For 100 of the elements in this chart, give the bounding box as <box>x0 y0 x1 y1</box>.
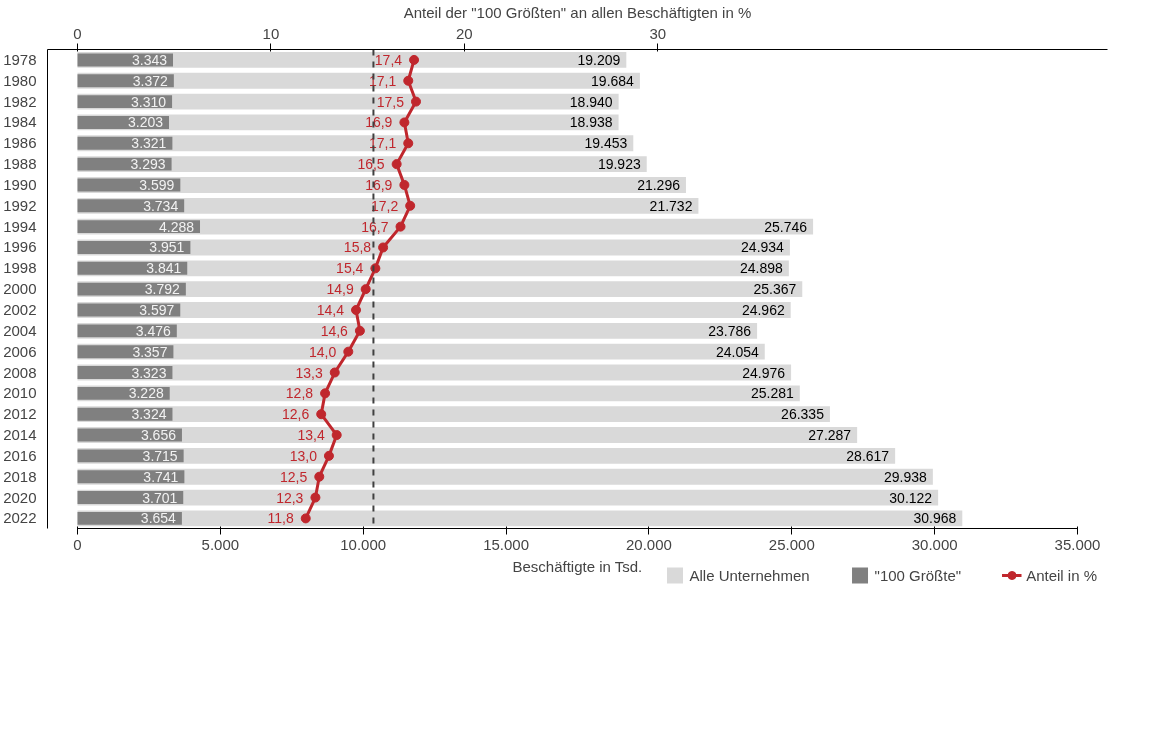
x-tick-label: 10.000 <box>340 535 387 553</box>
bar <box>77 406 830 423</box>
data-label: 30.122 <box>889 489 933 506</box>
data-label: 18.940 <box>569 93 613 110</box>
data-label: 13,0 <box>289 447 318 464</box>
data-label: 19.209 <box>577 51 621 68</box>
data-label: 12,5 <box>280 468 308 485</box>
data-label: 3.951 <box>149 239 185 256</box>
data-label: 17,5 <box>376 93 405 110</box>
data-label: 3.599 <box>139 176 175 193</box>
point <box>300 513 311 524</box>
point <box>320 388 331 399</box>
data-label: 13,4 <box>297 427 325 444</box>
y-tick-label: 2022 <box>3 509 37 527</box>
point <box>410 96 421 107</box>
data-label: 3.792 <box>144 281 181 298</box>
point <box>310 492 321 503</box>
y-tick-label: 1978 <box>3 50 37 68</box>
data-label: 3.656 <box>140 427 177 444</box>
data-label: 17,2 <box>370 197 399 214</box>
data-label: 13,3 <box>295 364 323 381</box>
data-label: 3.343 <box>131 51 168 68</box>
y-tick-label: 2010 <box>3 384 37 402</box>
y-tick-label: 1996 <box>3 238 37 256</box>
data-label: 19.453 <box>584 135 628 152</box>
point <box>395 221 406 232</box>
point <box>399 179 410 190</box>
data-label: 24.934 <box>741 239 785 256</box>
data-label: 3.323 <box>131 364 167 381</box>
data-label: 11,8 <box>267 510 294 527</box>
data-label: 28.617 <box>846 447 890 464</box>
y-tick-label: 1980 <box>3 71 37 89</box>
point <box>405 200 416 211</box>
point <box>360 284 371 295</box>
data-label: 21.296 <box>637 176 681 193</box>
data-label: 3.476 <box>135 322 172 339</box>
data-label: 27.287 <box>808 427 852 444</box>
point <box>329 367 340 378</box>
data-label: 17,4 <box>374 51 403 68</box>
data-label: 3.310 <box>131 93 167 110</box>
data-label: 15,8 <box>343 239 372 256</box>
y-tick-label: 2002 <box>3 301 37 318</box>
data-label: 12,8 <box>285 385 314 402</box>
data-label: 24.976 <box>742 364 786 381</box>
data-label: 18.938 <box>569 114 613 131</box>
data-label: 25.281 <box>750 385 795 402</box>
data-label: 16,7 <box>361 218 389 235</box>
data-label: 3.293 <box>130 156 166 173</box>
data-label: 3.701 <box>142 489 178 506</box>
data-label: 3.734 <box>143 197 179 214</box>
x2-tick-label: 10 <box>262 24 280 42</box>
y-tick-label: 2008 <box>3 363 37 381</box>
x-tick-label: 15.000 <box>483 535 530 553</box>
data-label: 3.203 <box>127 114 164 131</box>
data-label: 16,9 <box>365 114 393 131</box>
y-tick-label: 1982 <box>3 92 37 110</box>
data-label: 24.962 <box>741 302 785 318</box>
point <box>403 75 414 86</box>
x2-tick-label: 0 <box>73 24 82 42</box>
point <box>351 305 362 315</box>
y-tick-label: 2000 <box>3 280 37 298</box>
data-label: 14,0 <box>309 343 337 360</box>
legend-label: "100 Größte" <box>874 566 962 584</box>
y-tick-label: 2006 <box>3 342 37 360</box>
legend-label: Alle Unternehmen <box>689 566 810 584</box>
x-tick-label: 5.000 <box>201 535 240 553</box>
data-label: 12,6 <box>281 406 310 423</box>
y-tick-label: 1990 <box>3 175 37 193</box>
y-tick-label: 1984 <box>3 113 37 131</box>
point <box>391 159 402 170</box>
point <box>314 471 325 482</box>
data-label: 16,5 <box>357 156 385 173</box>
data-label: 26.335 <box>781 406 825 423</box>
x2-axis-title: Anteil der "100 Größten" an allen Beschäftigten in % <box>403 3 752 21</box>
data-label: 3.841 <box>146 260 182 277</box>
x-tick-label: 35.000 <box>1054 535 1101 553</box>
y-tick-label: 1992 <box>3 196 37 214</box>
data-label: 3.324 <box>131 406 167 423</box>
data-label: 30.968 <box>913 510 957 527</box>
point <box>403 138 414 149</box>
point <box>399 117 410 128</box>
data-label: 3.372 <box>132 72 169 89</box>
y-tick-label: 1998 <box>3 259 37 277</box>
y-tick-label: 1988 <box>3 155 37 173</box>
y-tick-label: 2018 <box>3 467 37 485</box>
x-axis-title: Beschäftigte in Tsd. <box>512 557 643 575</box>
x-tick-label: 20.000 <box>625 535 672 553</box>
point <box>378 242 389 253</box>
x2-tick-label: 20 <box>456 24 473 42</box>
x-tick-label: 30.000 <box>911 535 958 553</box>
y-tick-label: 2004 <box>3 321 37 339</box>
point <box>316 409 327 420</box>
data-label: 19.684 <box>591 72 635 89</box>
data-label: 21.732 <box>649 197 693 214</box>
data-label: 14,9 <box>326 281 354 298</box>
data-label: 3.597 <box>139 302 175 318</box>
data-label: 19.923 <box>597 156 641 173</box>
point <box>343 346 354 357</box>
point <box>323 450 334 461</box>
data-label: 24.054 <box>715 343 759 360</box>
